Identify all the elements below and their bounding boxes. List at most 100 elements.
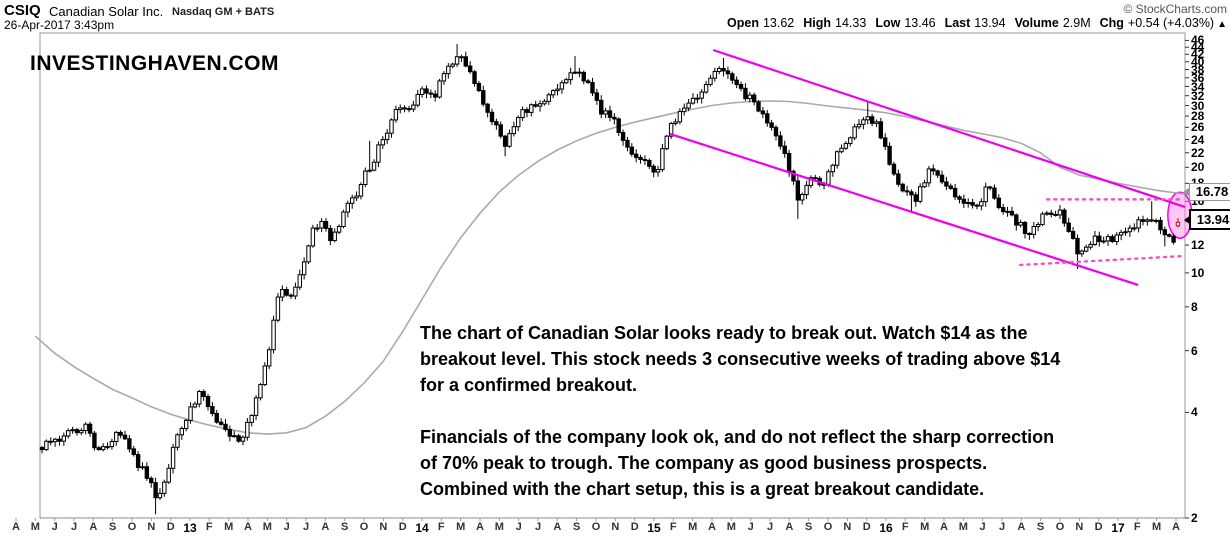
y-axis-tick-label: 44 <box>1191 40 1205 55</box>
quote-datetime: 26-Apr-2017 3:43pm <box>4 18 115 32</box>
y-axis-tick-label: 2 <box>1191 511 1198 525</box>
x-axis-month-label: D <box>166 521 175 533</box>
x-axis-month-label: O <box>1055 521 1065 533</box>
y-axis-tick-label: 40 <box>1191 54 1205 69</box>
y-axis-tick-label: 8 <box>1191 299 1198 314</box>
y-axis-tick-label: 28 <box>1191 109 1205 123</box>
y-axis-tick-label: 6 <box>1191 343 1198 358</box>
x-axis-month-label: J <box>766 521 774 533</box>
x-axis-year-label: 13 <box>183 521 197 535</box>
x-axis-month-label: J <box>534 521 542 533</box>
x-axis-month-label: S <box>341 521 349 533</box>
x-axis-year-label: 16 <box>879 521 893 535</box>
stockcharts-copyright: © StockCharts.com <box>1123 2 1227 16</box>
y-axis-tick-label: 38 <box>1191 62 1205 77</box>
low-value: 13.46 <box>904 16 936 30</box>
exchange-label: Nasdaq GM + BATS <box>172 6 275 18</box>
x-axis-month-label: A <box>785 521 794 533</box>
annotation-line: The chart of Canadian Solar looks ready … <box>420 323 1028 343</box>
x-axis-month-label: M <box>30 521 40 533</box>
x-axis-month-label: S <box>109 521 117 533</box>
x-axis-month-label: A <box>1017 521 1026 533</box>
x-axis-month-label: D <box>862 521 871 533</box>
x-axis-month-label: J <box>998 521 1006 533</box>
x-axis-month-label: N <box>843 521 852 533</box>
volume-label: Volume <box>1014 16 1059 30</box>
x-axis-month-label: F <box>205 521 213 533</box>
annotation-line: for a confirmed breakout. <box>420 375 638 395</box>
last-price-tag: 13.94 <box>1189 209 1230 230</box>
x-axis-month-label: F <box>437 521 445 533</box>
x-axis-month-label: M <box>726 521 736 533</box>
y-axis-tick-label: 36 <box>1191 70 1205 85</box>
x-axis-month-label: A <box>476 521 484 533</box>
y-axis-tick-label: 42 <box>1191 47 1205 62</box>
x-axis-year-label: 15 <box>647 521 661 535</box>
annotation-paragraph-breakout: The chart of Canadian Solar looks ready … <box>420 320 1060 398</box>
x-axis-month-label: M <box>494 521 504 533</box>
x-axis-month-label: J <box>283 521 290 533</box>
low-label: Low <box>875 16 901 30</box>
annotation-line: of 70% peak to trough. The company as go… <box>420 453 988 473</box>
annotation-line: Financials of the company look ok, and d… <box>420 427 1055 447</box>
x-axis-month-label: A <box>940 521 948 533</box>
x-axis-month-label: O <box>127 521 137 533</box>
annotation-line: breakout level. This stock needs 3 conse… <box>420 349 1061 369</box>
x-axis-month-label: F <box>901 521 909 533</box>
annotation-paragraph-financials: Financials of the company look ok, and d… <box>420 424 1054 502</box>
x-axis-month-label: D <box>398 521 407 533</box>
y-axis-tick-label: 32 <box>1191 88 1205 103</box>
y-axis-tick-label: 46 <box>1191 33 1205 48</box>
last-label: Last <box>944 16 971 30</box>
x-axis-month-label: N <box>379 521 388 533</box>
x-axis-month-label: S <box>1036 521 1045 533</box>
x-axis-month-label: N <box>611 521 620 533</box>
open-value: 13.62 <box>762 16 795 30</box>
x-axis-month-label: M <box>456 521 466 533</box>
y-axis-tick-label: 24 <box>1191 132 1205 147</box>
x-axis-month-label: J <box>302 521 310 533</box>
x-axis-month-label: J <box>747 521 754 533</box>
x-axis-month-label: O <box>591 521 601 533</box>
y-axis-tick-label: 10 <box>1191 265 1205 280</box>
ma-price-tag: 16.78 <box>1189 183 1230 201</box>
x-axis-month-label: D <box>630 521 639 533</box>
x-axis-month-label: J <box>51 521 58 533</box>
y-axis-tick-label: 12 <box>1191 238 1205 253</box>
y-axis-tick-label: 22 <box>1191 145 1205 160</box>
y-axis-tick-label: 26 <box>1191 120 1205 135</box>
x-axis-month-label: N <box>147 521 156 533</box>
x-axis-month-label: J <box>979 521 986 533</box>
y-axis-tick-label: 20 <box>1191 160 1205 175</box>
x-axis-month-label: A <box>244 521 252 533</box>
x-axis-month-label: O <box>359 521 369 533</box>
x-axis-month-label: S <box>805 521 813 533</box>
x-axis-year-label: 17 <box>1111 521 1125 535</box>
x-axis-month-label: N <box>1075 521 1084 533</box>
ticker-symbol: CSIQ <box>4 2 41 19</box>
high-value: 14.33 <box>835 16 867 30</box>
x-axis-month-label: M <box>224 521 234 533</box>
chg-value: +0.54 (+4.03%) <box>1127 16 1215 30</box>
x-axis-month-label: M <box>958 521 968 533</box>
y-axis-tick-label: 34 <box>1191 79 1205 94</box>
x-axis-month-label: M <box>262 521 272 533</box>
open-label: Open <box>727 16 759 30</box>
company-name: Canadian Solar Inc. <box>49 4 164 19</box>
chg-label: Chg <box>1099 16 1124 30</box>
x-axis-month-label: J <box>515 521 522 533</box>
x-axis-month-label: A <box>12 521 20 533</box>
annotation-line: Combined with the chart setup, this is a… <box>420 479 985 499</box>
x-axis-month-label: A <box>553 521 562 533</box>
x-axis-month-label: A <box>89 521 98 533</box>
x-axis-month-label: A <box>321 521 330 533</box>
high-label: High <box>803 16 832 30</box>
x-axis-month-label: A <box>1172 521 1180 533</box>
quote-summary-line: Open 13.62 High 14.33 Low 13.46 Last 13.94 Volum… <box>727 16 1227 30</box>
x-axis-month-label: M <box>1152 521 1162 533</box>
x-axis-month-label: A <box>708 521 716 533</box>
volume-value: 2.9M <box>1062 16 1091 30</box>
y-axis-tick-label: 4 <box>1191 405 1198 420</box>
